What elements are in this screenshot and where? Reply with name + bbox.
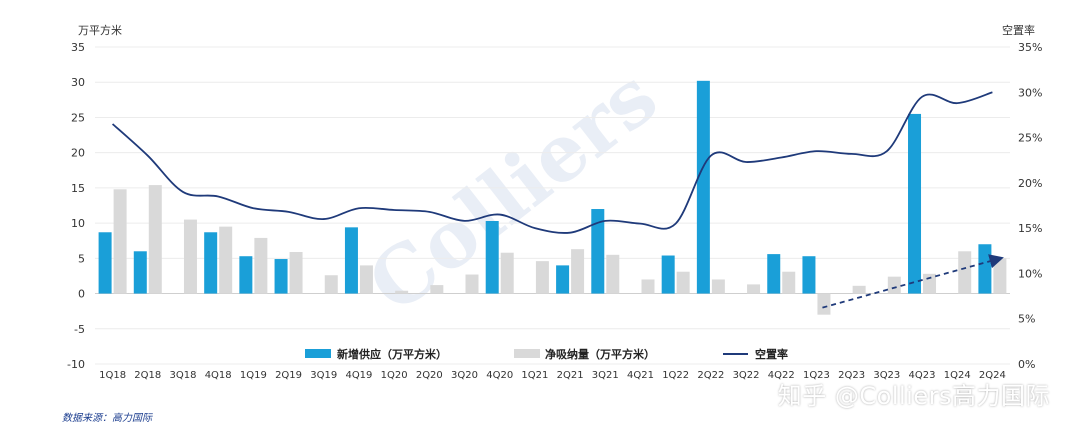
legend-swatch-absorption <box>514 349 540 358</box>
right-tick-label: 30% <box>1018 86 1042 99</box>
right-tick-label: 10% <box>1018 267 1042 280</box>
trend-arrow <box>822 254 1004 309</box>
left-tick-label: -10 <box>67 358 85 371</box>
supply-bar <box>591 209 605 294</box>
absorption-bar <box>359 265 373 294</box>
absorption-bar <box>676 271 690 294</box>
absorption-bar <box>747 284 761 294</box>
absorption-bar <box>430 285 444 294</box>
x-tick-label: 1Q20 <box>381 370 408 381</box>
supply-bar <box>908 113 922 294</box>
x-tick-label: 3Q21 <box>592 370 619 381</box>
x-tick-label: 4Q18 <box>205 370 232 381</box>
left-tick-label: 15 <box>71 182 85 195</box>
x-tick-label: 1Q23 <box>803 370 830 381</box>
x-tick-label: 1Q18 <box>99 370 126 381</box>
x-tick-label: 1Q19 <box>240 370 267 381</box>
x-tick-label: 4Q19 <box>345 370 372 381</box>
x-tick-label: 1Q24 <box>944 370 971 381</box>
supply-bar <box>802 256 816 294</box>
x-tick-label: 2Q18 <box>134 370 161 381</box>
vacancy-line <box>111 91 993 234</box>
right-tick-label: 20% <box>1018 177 1042 190</box>
left-tick-label: 5 <box>78 252 85 265</box>
absorption-bar <box>817 293 831 315</box>
absorption-bar <box>395 290 409 294</box>
x-tick-label: 4Q23 <box>909 370 936 381</box>
supply-bar <box>696 80 710 294</box>
supply-bar <box>767 254 781 294</box>
x-tick-label: 2Q24 <box>979 370 1006 381</box>
left-tick-label: 10 <box>71 217 85 230</box>
absorption-bar <box>887 276 901 294</box>
right-tick-label: 25% <box>1018 132 1042 145</box>
right-tick-label: 15% <box>1018 222 1042 235</box>
supply-bar <box>274 259 288 294</box>
absorption-bar <box>606 254 620 294</box>
watermark-text: 知乎 @Colliers高力国际 <box>777 382 1050 410</box>
left-tick-label: 0 <box>78 288 85 301</box>
absorption-bar <box>782 271 796 294</box>
legend-label-vacancy: 空置率 <box>755 347 788 361</box>
x-tick-label: 3Q22 <box>733 370 760 381</box>
absorption-bar <box>148 185 162 294</box>
left-axis-label: 万平方米 <box>78 24 122 37</box>
supply-bar <box>204 232 218 294</box>
supply-bar <box>978 244 992 294</box>
x-tick-label: 4Q20 <box>486 370 513 381</box>
x-tick-label: 4Q21 <box>627 370 654 381</box>
x-tick-label: 2Q23 <box>838 370 865 381</box>
absorption-bar <box>711 279 725 294</box>
absorption-bar <box>958 251 972 294</box>
absorption-bar <box>465 274 479 294</box>
right-tick-label: 5% <box>1018 313 1035 326</box>
right-tick-label: 0% <box>1018 358 1035 371</box>
left-tick-label: 35 <box>71 41 85 54</box>
supply-bar <box>133 251 147 294</box>
x-tick-label: 3Q19 <box>310 370 337 381</box>
legend-label-supply: 新增供应（万平方米） <box>337 347 447 361</box>
left-tick-label: -5 <box>74 323 85 336</box>
supply-bar <box>344 227 358 294</box>
supply-bar <box>661 255 675 294</box>
absorption-bar <box>183 219 197 294</box>
right-axis-label: 空置率 <box>1002 24 1035 37</box>
source-note: 数据来源：高力国际 <box>62 413 152 424</box>
legend-swatch-supply <box>305 349 331 358</box>
supply-bar <box>98 232 112 294</box>
absorption-bar <box>641 279 655 294</box>
left-tick-label: 30 <box>71 76 85 89</box>
x-tick-label: 2Q20 <box>416 370 443 381</box>
absorption-bar <box>113 189 127 294</box>
x-tick-label: 2Q21 <box>557 370 584 381</box>
absorption-bar <box>535 261 549 294</box>
absorption-bar <box>571 249 585 294</box>
absorption-bar <box>500 252 514 294</box>
x-tick-label: 4Q22 <box>768 370 795 381</box>
legend-label-absorption: 净吸纳量（万平方米） <box>545 347 655 361</box>
supply-bar <box>485 220 499 294</box>
x-tick-label: 1Q21 <box>521 370 548 381</box>
x-tick-label: 3Q18 <box>169 370 196 381</box>
absorption-bar <box>254 237 268 294</box>
absorption-bar <box>852 285 866 294</box>
x-tick-label: 2Q22 <box>697 370 724 381</box>
supply-bar <box>239 256 253 294</box>
absorption-bar <box>219 226 233 294</box>
x-tick-label: 1Q22 <box>662 370 689 381</box>
absorption-bar <box>993 258 1007 294</box>
x-tick-label: 3Q20 <box>451 370 478 381</box>
x-tick-label: 2Q19 <box>275 370 302 381</box>
absorption-bar <box>289 251 303 294</box>
right-tick-label: 35% <box>1018 41 1042 54</box>
supply-bar <box>556 265 570 294</box>
left-tick-label: 25 <box>71 111 85 124</box>
x-tick-label: 3Q23 <box>873 370 900 381</box>
left-tick-label: 20 <box>71 147 85 160</box>
absorption-bar <box>923 273 937 294</box>
absorption-bar <box>324 275 338 294</box>
